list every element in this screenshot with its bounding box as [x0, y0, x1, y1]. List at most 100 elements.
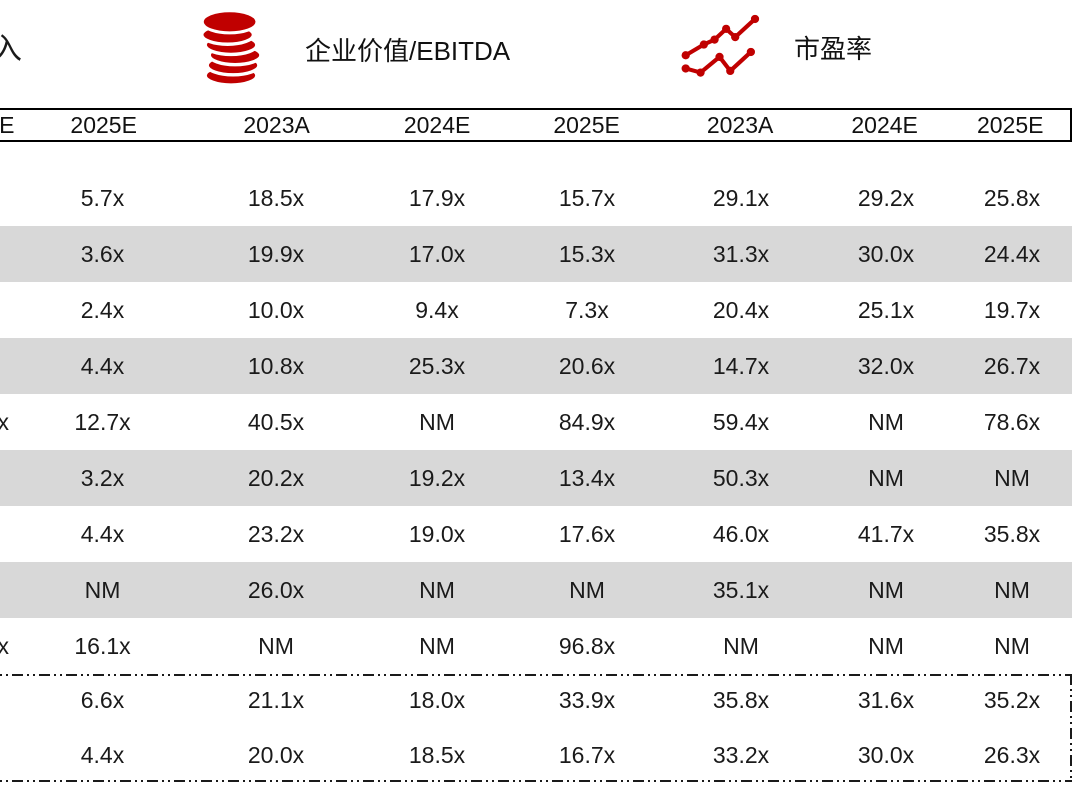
- table-cell: 40.5x: [247, 408, 305, 435]
- table-cell: NM: [419, 408, 455, 435]
- table-cell: 24.4x: [983, 240, 1041, 267]
- table-cell: 30.0x: [857, 240, 915, 267]
- table-cell: NM: [723, 632, 759, 659]
- column-header: 2025E: [70, 111, 137, 138]
- table-cell: 7.3x: [565, 296, 609, 323]
- legend-item-pe: 市盈率: [678, 14, 872, 80]
- column-header: 2023A: [243, 111, 310, 138]
- table-cell: 10.0x: [247, 296, 305, 323]
- table-body: 5.7x 18.5x 17.9x 15.7x 29.1x 29.2x 25.8x 3.6x 19…: [0, 170, 1072, 674]
- summary-row: 6.6x 21.1x 18.0x 33.9x 35.8x 31.6x 35.2x: [0, 674, 1072, 727]
- summary-cell: 18.5x: [408, 742, 466, 768]
- table-cell: 10.8x: [247, 352, 305, 379]
- table-cell: 59.4x: [712, 408, 770, 435]
- summary-cell: 18.0x: [408, 687, 466, 713]
- table-cell: [0, 338, 15, 394]
- table-cell: 78.6x: [983, 408, 1041, 435]
- table-cell: 14.7x: [712, 352, 770, 379]
- table-row: x 12.7x 40.5x NM 84.9x 59.4x NM 78.6x: [0, 394, 1072, 450]
- table-cell: 29.1x: [712, 184, 770, 211]
- column-header: 2024E: [851, 111, 918, 138]
- table-cell: 25.8x: [983, 184, 1041, 211]
- table-header-row: E 2025E 2023A 2024E 2025E 2023A 2024E 2025E: [0, 108, 1072, 142]
- summary-top-dashed-divider: [0, 674, 1072, 676]
- summary-cell: 35.8x: [712, 687, 770, 713]
- table-cell: 13.4x: [558, 464, 616, 491]
- table-cell: NM: [258, 632, 294, 659]
- summary-bottom-dashed-divider: [0, 780, 1072, 782]
- table-row: 3.2x 20.2x 19.2x 13.4x 50.3x NM NM: [0, 450, 1072, 506]
- table-cell: 25.3x: [408, 352, 466, 379]
- summary-rows: 6.6x 21.1x 18.0x 33.9x 35.8x 31.6x 35.2x 4.4x 20…: [0, 674, 1072, 782]
- legend-item-ev-ebitda: 企业价值/EBITDA: [197, 6, 510, 92]
- table-cell: 17.6x: [558, 520, 616, 547]
- table-cell: NM: [84, 576, 121, 603]
- table-cell: 16.1x: [74, 632, 131, 659]
- table-cell: [0, 450, 15, 506]
- table-cell: 5.7x: [80, 184, 125, 211]
- table-cell: 29.2x: [857, 184, 915, 211]
- table-cell: 17.9x: [408, 184, 466, 211]
- table-cell: 35.8x: [983, 520, 1041, 547]
- table-cell: 96.8x: [558, 632, 616, 659]
- summary-cell: [0, 674, 15, 727]
- legend-ev-revenue-partial-label: 入: [0, 33, 22, 66]
- summary-cell: 33.9x: [558, 687, 616, 713]
- table-cell: 19.0x: [408, 520, 466, 547]
- table-cell: 26.0x: [247, 576, 305, 603]
- summary-cell: 31.6x: [857, 687, 915, 713]
- table-row: x 16.1x NM NM 96.8x NM NM NM: [0, 618, 1072, 674]
- table-cell: 25.1x: [857, 296, 915, 323]
- summary-cell: 6.6x: [80, 687, 125, 713]
- table-cell: 50.3x: [712, 464, 770, 491]
- legend-label-ev-ebitda: 企业价值/EBITDA: [305, 35, 511, 66]
- table-cell: 23.2x: [247, 520, 305, 547]
- table-cell: 31.3x: [712, 240, 770, 267]
- legend-row: 入 企业价值/EBITDA: [0, 0, 1080, 100]
- table-cell: NM: [994, 632, 1030, 659]
- table-cell: NM: [569, 576, 605, 603]
- column-header: E: [0, 111, 15, 138]
- legend-label-pe: 市盈率: [794, 33, 873, 64]
- table-cell: NM: [868, 576, 904, 603]
- column-header: 2025E: [976, 111, 1044, 138]
- table-cell: 35.1x: [712, 576, 770, 603]
- table-cell: 41.7x: [857, 520, 915, 547]
- table-cell: 19.7x: [983, 296, 1041, 323]
- table-cell: NM: [419, 632, 455, 659]
- table-cell: 18.5x: [247, 184, 305, 211]
- table-cell: 15.3x: [558, 240, 616, 267]
- summary-cell: 21.1x: [247, 687, 305, 713]
- summary-cell: 35.2x: [983, 687, 1041, 713]
- table-cell: 12.7x: [74, 408, 131, 435]
- table-cell: NM: [868, 408, 904, 435]
- summary-cell: [0, 729, 15, 782]
- table-cell: NM: [994, 464, 1030, 491]
- summary-row: 4.4x 20.0x 18.5x 16.7x 33.2x 30.0x 26.3x: [0, 729, 1072, 782]
- column-header: 2023A: [706, 111, 774, 138]
- table-cell: NM: [868, 632, 904, 659]
- table-cell: 20.2x: [247, 464, 305, 491]
- summary-section: 6.6x 21.1x 18.0x 33.9x 35.8x 31.6x 35.2x 4.4x 20…: [0, 674, 1072, 782]
- table-cell: 19.9x: [247, 240, 305, 267]
- table-row: 2.4x 10.0x 9.4x 7.3x 20.4x 25.1x 19.7x: [0, 282, 1072, 338]
- table-cell: x: [0, 632, 9, 659]
- summary-cell: 20.0x: [247, 742, 305, 768]
- table-row: 3.6x 19.9x 17.0x 15.3x 31.3x 30.0x 24.4x: [0, 226, 1072, 282]
- table-cell: 4.4x: [80, 352, 125, 379]
- table-cell: [0, 506, 15, 562]
- table-row: 5.7x 18.5x 17.9x 15.7x 29.1x 29.2x 25.8x: [0, 170, 1072, 226]
- table-row: NM 26.0x NM NM 35.1x NM NM: [0, 562, 1072, 618]
- summary-cell: 33.2x: [712, 742, 770, 768]
- column-header: 2024E: [403, 111, 471, 138]
- summary-cell: 26.3x: [983, 742, 1041, 768]
- table-cell: NM: [994, 576, 1030, 603]
- table-cell: 19.2x: [408, 464, 466, 491]
- table-cell: 9.4x: [415, 296, 459, 323]
- table-cell: 3.2x: [80, 464, 125, 491]
- table-cell: 32.0x: [857, 352, 915, 379]
- line-chart-icon: [678, 14, 766, 80]
- table-cell: 84.9x: [558, 408, 616, 435]
- table-cell: [0, 562, 15, 618]
